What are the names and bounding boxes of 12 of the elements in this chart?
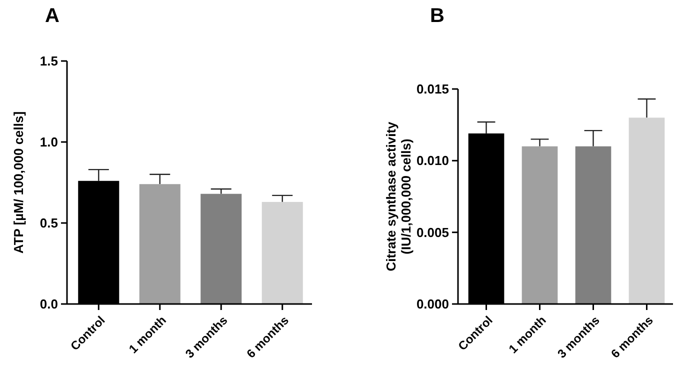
y-tick-label: 1.5 — [40, 54, 58, 69]
y-tick-label: 0.000 — [416, 296, 449, 312]
y-tick-label: 0.015 — [416, 82, 449, 97]
y-axis-title: Citrate synthase activity (IU/1,000,000 cells) — [384, 120, 414, 272]
y-tick-label: 0.010 — [416, 153, 449, 168]
y-tick-label: 0.005 — [416, 224, 449, 240]
y-axis-title: ATP [µM/ 100,000 cells] — [11, 111, 26, 254]
y-tick-label: 1.0 — [40, 134, 58, 150]
y-tick-label: 0.0 — [40, 296, 58, 312]
chart-title: B — [430, 5, 444, 27]
y-tick-label: 0.5 — [40, 216, 58, 231]
chart-title: A — [45, 5, 60, 27]
